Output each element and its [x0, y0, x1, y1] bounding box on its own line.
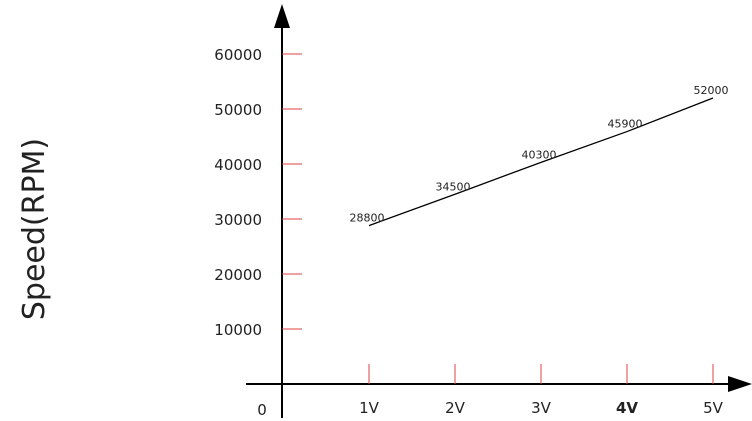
- x-tick-label: 2V: [445, 399, 466, 417]
- x-tick-label: 5V: [703, 399, 724, 417]
- x-axis-ticks: 1V 2V 3V 4V 5V: [359, 364, 724, 417]
- y-tick-label: 10000: [214, 321, 262, 339]
- data-label: 52000: [694, 84, 729, 97]
- data-label: 45900: [608, 118, 643, 131]
- y-tick-label: 60000: [214, 46, 262, 64]
- series-line: [368, 97, 714, 227]
- data-label: 34500: [436, 180, 471, 193]
- y-tick-label: 40000: [214, 156, 262, 174]
- x-tick-label: 3V: [531, 399, 552, 417]
- x-axis-arrowhead: [728, 376, 752, 392]
- data-label: 28800: [350, 212, 385, 225]
- y-tick-label: 30000: [214, 211, 262, 229]
- y-axis-arrowhead: [274, 4, 290, 28]
- data-label: 40300: [522, 148, 557, 161]
- x-tick-label: 4V: [616, 399, 638, 417]
- x-tick-label: 1V: [359, 399, 380, 417]
- y-tick-label: 50000: [214, 101, 262, 119]
- origin-label: 0: [257, 401, 267, 419]
- y-axis-title: Speed(RPM): [17, 138, 52, 320]
- y-tick-label: 20000: [214, 266, 262, 284]
- y-axis-ticks: 10000 20000 30000 40000 50000 60000: [214, 46, 302, 339]
- series-group: 28800 34500 40300 45900 52000: [350, 84, 729, 227]
